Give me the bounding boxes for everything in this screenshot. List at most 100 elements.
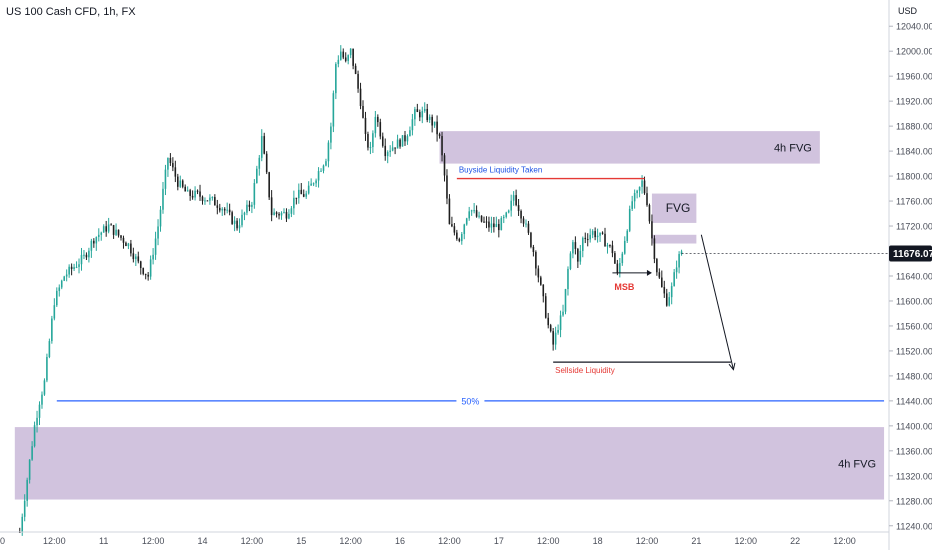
candle-body[interactable] — [485, 221, 488, 223]
candle-body[interactable] — [411, 119, 414, 131]
candle-body[interactable] — [621, 253, 624, 264]
candle-body[interactable] — [251, 204, 253, 207]
candle-body[interactable] — [330, 126, 332, 143]
candle-body[interactable] — [68, 266, 70, 275]
candle-body[interactable] — [381, 136, 384, 146]
candle-body[interactable] — [493, 223, 495, 228]
candle-body[interactable] — [265, 153, 268, 173]
candle-body[interactable] — [638, 186, 641, 191]
candle-body[interactable] — [231, 212, 233, 224]
candle-body[interactable] — [88, 250, 90, 258]
candle-body[interactable] — [641, 180, 643, 187]
candle-body[interactable] — [93, 240, 95, 244]
candle-body[interactable] — [354, 65, 357, 74]
candle-body[interactable] — [38, 404, 41, 418]
candle-body[interactable] — [502, 216, 505, 219]
candle-body[interactable] — [401, 135, 404, 147]
candle-body[interactable] — [335, 64, 337, 94]
candle-body[interactable] — [65, 274, 68, 277]
candle-body[interactable] — [147, 274, 149, 277]
candle-body[interactable] — [680, 251, 683, 255]
candle-body[interactable] — [384, 145, 387, 157]
candle-body[interactable] — [189, 190, 191, 196]
candle-body[interactable] — [144, 273, 147, 275]
candle-body[interactable] — [631, 201, 633, 209]
candle-body[interactable] — [58, 287, 61, 291]
candle-body[interactable] — [421, 111, 424, 118]
candle-body[interactable] — [562, 311, 564, 316]
candle-body[interactable] — [673, 272, 675, 287]
candle-body[interactable] — [125, 242, 127, 247]
candle-body[interactable] — [510, 200, 512, 211]
candle-body[interactable] — [322, 165, 325, 171]
candle-body[interactable] — [678, 254, 680, 268]
candle-body[interactable] — [460, 234, 463, 242]
candle-body[interactable] — [157, 226, 159, 239]
candle-body[interactable] — [554, 332, 557, 345]
candle-body[interactable] — [95, 237, 98, 244]
candle-body[interactable] — [426, 108, 429, 121]
candle-body[interactable] — [100, 232, 103, 235]
candle-body[interactable] — [500, 218, 503, 231]
candle-body[interactable] — [448, 198, 451, 225]
candle-body[interactable] — [675, 267, 678, 273]
candle-body[interactable] — [248, 204, 251, 207]
candle-body[interactable] — [137, 256, 140, 262]
candle-body[interactable] — [441, 136, 443, 156]
candle-body[interactable] — [619, 263, 621, 274]
candle-body[interactable] — [379, 122, 382, 137]
candle-body[interactable] — [633, 193, 636, 202]
candle-body[interactable] — [433, 121, 436, 126]
candle-body[interactable] — [283, 211, 285, 213]
candle-body[interactable] — [298, 189, 300, 199]
candle-body[interactable] — [53, 305, 56, 319]
candle-body[interactable] — [574, 242, 577, 249]
candle-body[interactable] — [591, 231, 594, 235]
candle-body[interactable] — [596, 235, 599, 238]
candle-body[interactable] — [43, 380, 46, 395]
candle-body[interactable] — [83, 254, 85, 256]
candle-body[interactable] — [577, 248, 579, 262]
candle-body[interactable] — [317, 171, 320, 181]
candle-body[interactable] — [167, 157, 169, 170]
candle-body[interactable] — [344, 57, 347, 61]
candle-body[interactable] — [483, 221, 485, 223]
candle-body[interactable] — [233, 220, 236, 224]
candle-body[interactable] — [127, 243, 130, 247]
candle-body[interactable] — [584, 237, 587, 240]
candle-body[interactable] — [601, 232, 604, 234]
candle-body[interactable] — [223, 208, 226, 211]
candle-body[interactable] — [517, 205, 520, 211]
candle-body[interactable] — [609, 245, 611, 247]
candle-body[interactable] — [530, 232, 532, 247]
candle-body[interactable] — [63, 276, 66, 281]
candle-body[interactable] — [557, 329, 559, 333]
candle-body[interactable] — [70, 266, 73, 270]
candle-body[interactable] — [258, 157, 261, 169]
candle-body[interactable] — [567, 268, 569, 290]
candle-body[interactable] — [544, 296, 547, 318]
candle-body[interactable] — [416, 109, 419, 112]
candle-body[interactable] — [23, 500, 26, 517]
candle-body[interactable] — [285, 211, 288, 219]
candle-body[interactable] — [238, 225, 241, 229]
candle-body[interactable] — [295, 197, 298, 199]
candle-body[interactable] — [325, 161, 327, 166]
candle-body[interactable] — [505, 212, 508, 217]
candle-body[interactable] — [428, 116, 431, 121]
candle-body[interactable] — [216, 205, 219, 208]
candle-body[interactable] — [357, 73, 359, 89]
candle-body[interactable] — [135, 256, 137, 260]
candle-body[interactable] — [191, 195, 194, 198]
candle-body[interactable] — [670, 286, 673, 298]
candle-body[interactable] — [179, 180, 182, 187]
candle-body[interactable] — [367, 133, 369, 148]
candle-body[interactable] — [48, 341, 51, 357]
candle-body[interactable] — [478, 215, 480, 217]
candle-body[interactable] — [540, 277, 542, 285]
candle-body[interactable] — [542, 284, 545, 297]
candle-body[interactable] — [132, 253, 135, 260]
candle-body[interactable] — [661, 277, 663, 288]
candle-body[interactable] — [581, 237, 584, 251]
candle-body[interactable] — [374, 116, 377, 134]
